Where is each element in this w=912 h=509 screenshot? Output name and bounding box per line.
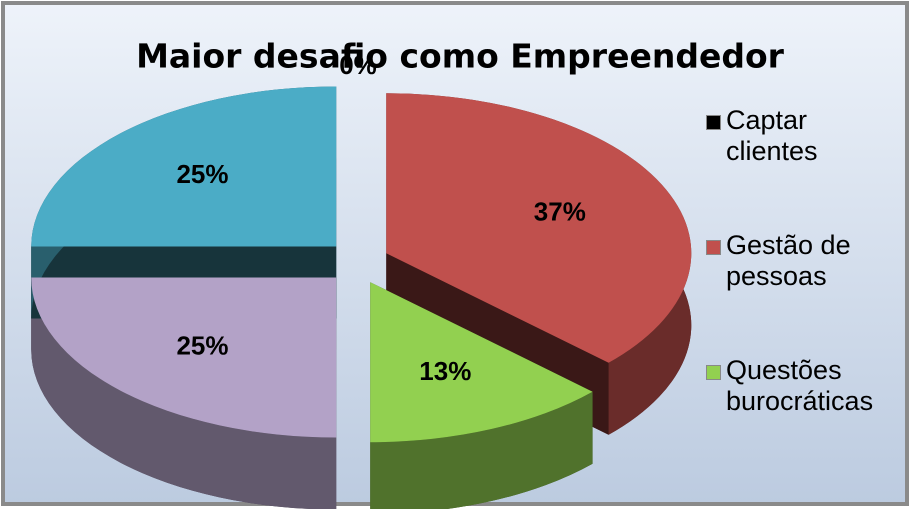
data-label: 0% <box>339 50 377 80</box>
chart-title: Maior desafio como Empreendedor <box>136 37 785 76</box>
slice <box>386 93 692 363</box>
data-label: 13% <box>419 356 471 386</box>
legend-swatch <box>706 365 721 380</box>
data-label: 25% <box>176 159 228 189</box>
legend-label: Captar clientes <box>726 105 818 166</box>
slice-side-part <box>370 391 593 509</box>
legend-label: Gestão de pessoas <box>726 230 851 291</box>
legend-label: Questões burocráticas <box>726 355 874 416</box>
data-label: 25% <box>176 331 228 361</box>
slice <box>370 282 593 443</box>
slice-side-part <box>31 277 337 509</box>
legend-swatch <box>706 115 721 130</box>
legend-swatch <box>706 240 721 255</box>
slice <box>31 86 337 247</box>
data-label: 37% <box>534 197 586 227</box>
slice <box>31 277 337 438</box>
